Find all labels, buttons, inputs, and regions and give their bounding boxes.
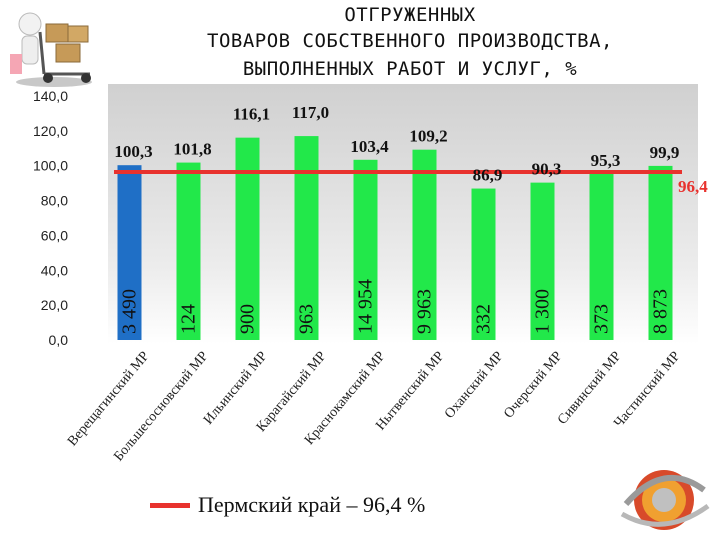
bar [176, 162, 201, 340]
bar-inner-label: 3 490 [119, 289, 141, 334]
bar [648, 165, 673, 340]
value-label: 100,3 [114, 142, 152, 161]
bar-inner-label: 332 [473, 304, 495, 334]
value-label: 117,0 [292, 103, 329, 122]
bar [471, 188, 496, 340]
value-label: 109,2 [409, 127, 447, 146]
y-tick-label: 140,0 [33, 88, 68, 104]
bar-inner-label: 963 [296, 304, 318, 334]
bar [589, 173, 614, 340]
y-tick-label: 0,0 [49, 332, 69, 348]
bar-inner-label: 373 [591, 304, 613, 334]
value-label: 90,3 [532, 160, 562, 179]
x-tick-label: Ильинский МР [201, 349, 271, 428]
chart-title-line-3: ВЫПОЛНЕННЫХ РАБОТ И УСЛУГ, % [242, 58, 578, 80]
bar [530, 182, 555, 340]
y-tick-label: 120,0 [33, 123, 68, 139]
bar [353, 159, 378, 340]
y-tick-label: 20,0 [41, 297, 68, 313]
value-label: 95,3 [591, 151, 621, 170]
y-axis: 0,0 20,0 40,0 60,0 80,0 100,0 120,0 140,0 [33, 88, 68, 348]
value-label: 99,9 [650, 143, 680, 162]
bar-inner-label: 8 873 [650, 289, 672, 334]
value-label: 103,4 [350, 137, 389, 156]
value-label: 86,9 [473, 166, 503, 185]
value-label: 116,1 [233, 105, 270, 124]
bar-inner-label: 14 954 [355, 279, 377, 334]
globe-arrow-icon [620, 470, 710, 530]
bars [117, 136, 673, 340]
bar-inner-label: 900 [237, 304, 259, 334]
bar-inner-label: 9 963 [414, 289, 436, 334]
delivery-man-logo-icon [10, 12, 92, 87]
reference-line-group: 96,4 [114, 169, 708, 196]
y-tick-label: 60,0 [41, 227, 68, 243]
legend-line-swatch [150, 502, 190, 508]
x-tick-label: Сивинский МР [555, 349, 625, 428]
value-labels: 100,3 3 490 101,8 124 116,1 900 117,0 963 103,4 1… [114, 103, 679, 334]
bar-inner-label: 1 300 [532, 289, 554, 334]
legend-label: Пермский край – 96,4 % [198, 492, 426, 517]
chart-title-line-1: ОТГРУЖЕННЫХ [344, 4, 476, 26]
x-tick-label: Очерский МР [501, 349, 565, 422]
y-tick-label: 40,0 [41, 262, 68, 278]
x-tick-label: Оханский МР [442, 349, 507, 422]
value-label: 101,8 [173, 140, 211, 159]
bar [412, 149, 437, 340]
bar [117, 165, 142, 340]
reference-line-label: 96,4 [678, 177, 708, 196]
legend: Пермский край – 96,4 % [150, 490, 425, 520]
y-tick-label: 80,0 [41, 193, 68, 209]
bar-inner-label: 124 [178, 304, 200, 334]
chart-title-line-2: ТОВАРОВ СОБСТВЕННОГО ПРОИЗВОДСТВА, [207, 30, 613, 52]
y-tick-label: 100,0 [33, 158, 68, 174]
